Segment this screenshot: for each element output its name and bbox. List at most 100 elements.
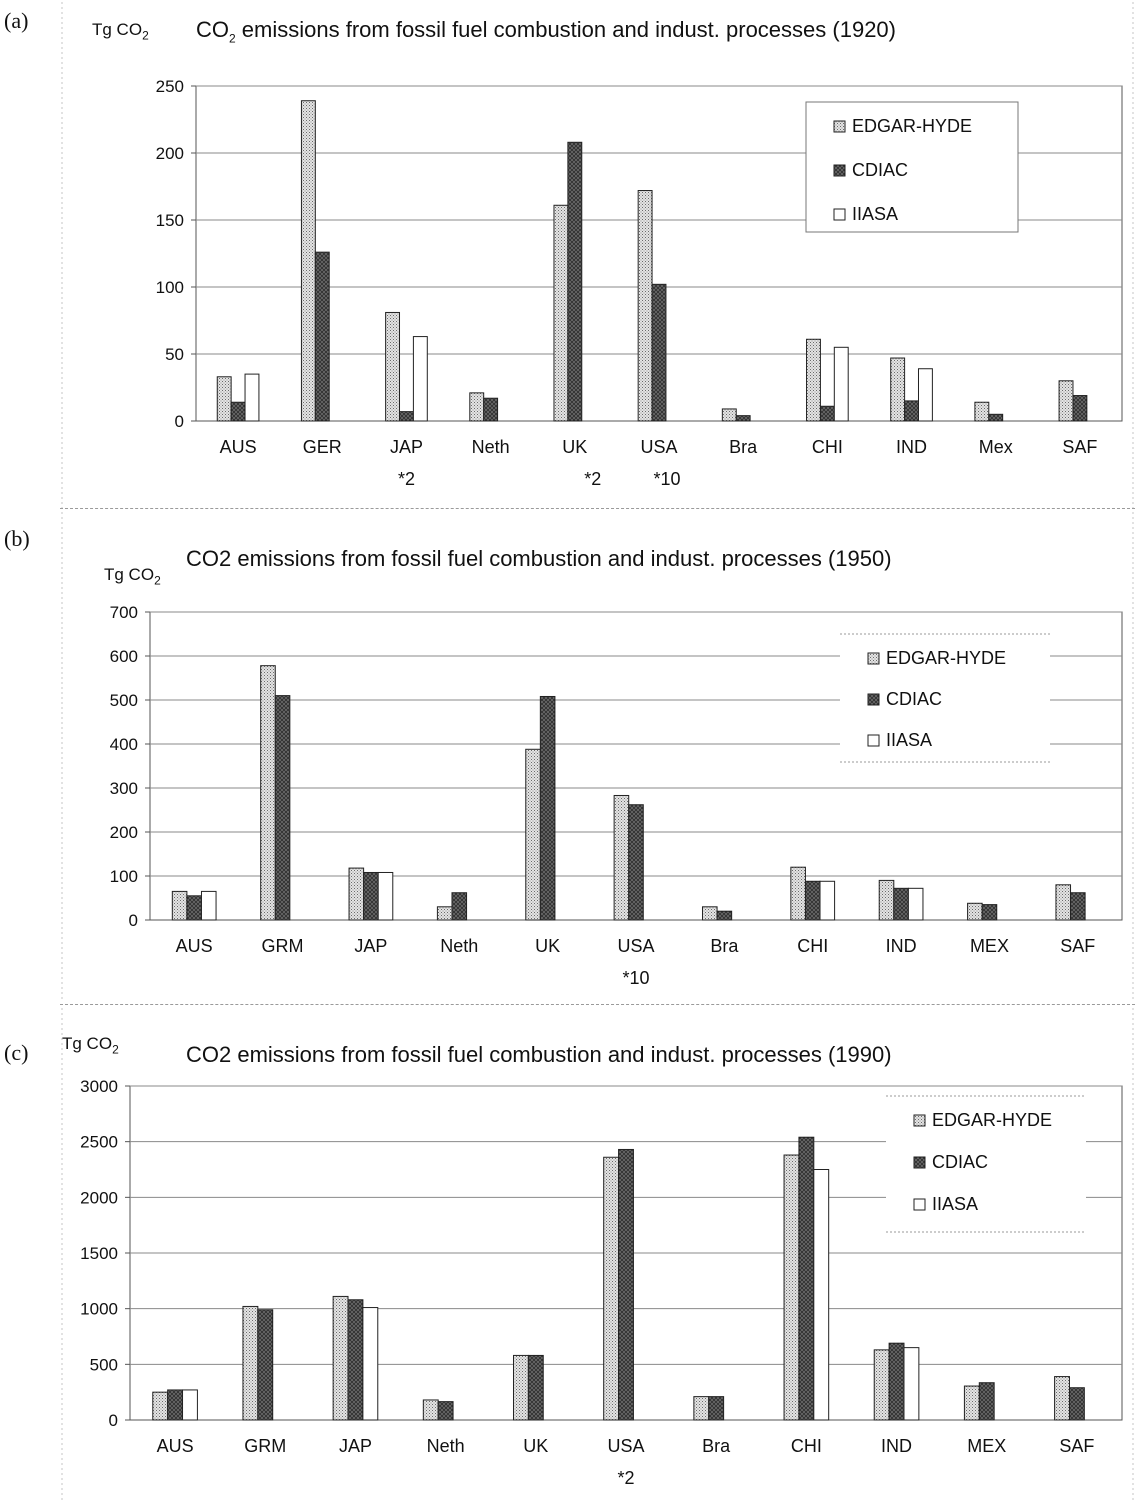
x-note-label: *10 — [653, 469, 680, 489]
y-tick-label: 600 — [110, 647, 138, 666]
y-tick-label: 200 — [156, 144, 184, 163]
bar-iiasa — [412, 336, 428, 422]
x-note-label: *2 — [617, 1468, 634, 1488]
panel-divider — [60, 1004, 1135, 1005]
bar-cdiac — [483, 397, 499, 422]
bar-cdiac — [1068, 1387, 1085, 1421]
bar-edgar-hyde — [332, 1295, 349, 1421]
bar-cdiac — [988, 413, 1004, 422]
x-tick-label: IND — [886, 936, 917, 956]
bar-iiasa — [819, 880, 836, 921]
x-tick-label: JAP — [339, 1436, 372, 1456]
bar-iiasa — [833, 346, 849, 422]
x-tick-label: Bra — [702, 1436, 731, 1456]
bar-edgar-hyde — [242, 1305, 259, 1421]
legend-entry: EDGAR-HYDE — [886, 648, 1006, 668]
bar-cdiac — [651, 283, 667, 422]
y-tick-label: 2500 — [80, 1133, 118, 1152]
bar-iiasa — [917, 368, 933, 422]
bar-cdiac — [735, 415, 751, 422]
bar-edgar-hyde — [783, 1154, 800, 1421]
y-tick-label: 3000 — [80, 1077, 118, 1096]
x-tick-label: CHI — [797, 936, 828, 956]
chart-title: CO2 emissions from fossil fuel combustio… — [186, 546, 892, 571]
y-tick-label: 300 — [110, 779, 138, 798]
legend-swatch-iiasa — [913, 1198, 926, 1211]
bar-cdiac — [451, 892, 468, 921]
y-tick-label: 500 — [110, 691, 138, 710]
bar-edgar-hyde — [603, 1156, 620, 1421]
panel-divider — [60, 508, 1135, 509]
y-tick-label: 100 — [156, 278, 184, 297]
y-tick-label: 500 — [90, 1355, 118, 1374]
bar-cdiac — [167, 1389, 184, 1421]
x-note-label: *2 — [398, 469, 415, 489]
y-tick-label: 50 — [165, 345, 184, 364]
x-tick-label: UK — [535, 936, 560, 956]
x-tick-label: Bra — [729, 437, 758, 457]
y-axis-unit: Tg CO2 — [92, 20, 149, 43]
legend-entry: IIASA — [886, 730, 932, 750]
bar-edgar-hyde — [216, 376, 232, 422]
bar-edgar-hyde — [963, 1385, 980, 1421]
x-note-label: *2 — [584, 469, 601, 489]
x-tick-label: Neth — [427, 1436, 465, 1456]
legend-swatch-iiasa — [867, 734, 880, 747]
x-tick-label: AUS — [220, 437, 257, 457]
x-tick-label: Bra — [710, 936, 739, 956]
legend-entry: CDIAC — [932, 1152, 988, 1172]
panel-b: (b) Tg CO2 CO2 emissions from fossil fue… — [4, 512, 1134, 1002]
legend-swatch-edgar-hyde — [913, 1114, 926, 1127]
y-tick-label: 150 — [156, 211, 184, 230]
bar-edgar-hyde — [422, 1399, 439, 1421]
x-tick-label: JAP — [390, 437, 423, 457]
legend-swatch-iiasa — [833, 208, 846, 221]
x-note-label: *10 — [622, 968, 649, 988]
x-tick-label: Neth — [472, 437, 510, 457]
bar-cdiac — [567, 141, 583, 422]
y-tick-label: 0 — [175, 412, 184, 431]
x-tick-label: IND — [881, 1436, 912, 1456]
y-tick-label: 0 — [129, 911, 138, 930]
panel-label: (a) — [4, 8, 29, 33]
x-tick-label: Neth — [440, 936, 478, 956]
bar-cdiac — [981, 904, 998, 921]
bar-iiasa — [200, 890, 217, 921]
legend-swatch-cdiac — [913, 1156, 926, 1169]
bar-cdiac — [437, 1401, 454, 1421]
x-tick-label: GRM — [244, 1436, 286, 1456]
y-tick-label: 1500 — [80, 1244, 118, 1263]
legend-entry: IIASA — [852, 204, 898, 224]
x-tick-label: Mex — [979, 437, 1013, 457]
bar-edgar-hyde — [873, 1349, 890, 1421]
bar-edgar-hyde — [1054, 1376, 1070, 1421]
bar-cdiac — [1070, 892, 1086, 921]
y-tick-label: 100 — [110, 867, 138, 886]
x-tick-label: CHI — [812, 437, 843, 457]
bar-cdiac — [347, 1299, 364, 1421]
bar-edgar-hyde — [512, 1354, 529, 1421]
x-tick-label: AUS — [176, 936, 213, 956]
bar-cdiac — [978, 1382, 995, 1421]
bar-cdiac — [539, 695, 556, 921]
bar-edgar-hyde — [385, 311, 401, 422]
x-tick-label: GRM — [262, 936, 304, 956]
x-tick-label: MEX — [970, 936, 1009, 956]
bar-cdiac — [314, 251, 330, 422]
bar-edgar-hyde — [152, 1391, 169, 1421]
panel-label: (b) — [4, 526, 30, 551]
chart-b-plot: 0 100 200 300 400 500 600 700 AUS GRM JAP Neth UK USA… — [61, 512, 1134, 1002]
x-tick-label: SAF — [1062, 437, 1097, 457]
x-tick-label: USA — [607, 1436, 644, 1456]
legend-entry: CDIAC — [852, 160, 908, 180]
x-tick-label: SAF — [1060, 936, 1095, 956]
x-tick-label: UK — [523, 1436, 548, 1456]
bar-cdiac — [708, 1396, 725, 1421]
bar-iiasa — [377, 871, 394, 921]
legend-entry: EDGAR-HYDE — [932, 1110, 1052, 1130]
bar-cdiac — [257, 1309, 274, 1421]
x-tick-label: AUS — [157, 1436, 194, 1456]
y-tick-label: 2000 — [80, 1188, 118, 1207]
